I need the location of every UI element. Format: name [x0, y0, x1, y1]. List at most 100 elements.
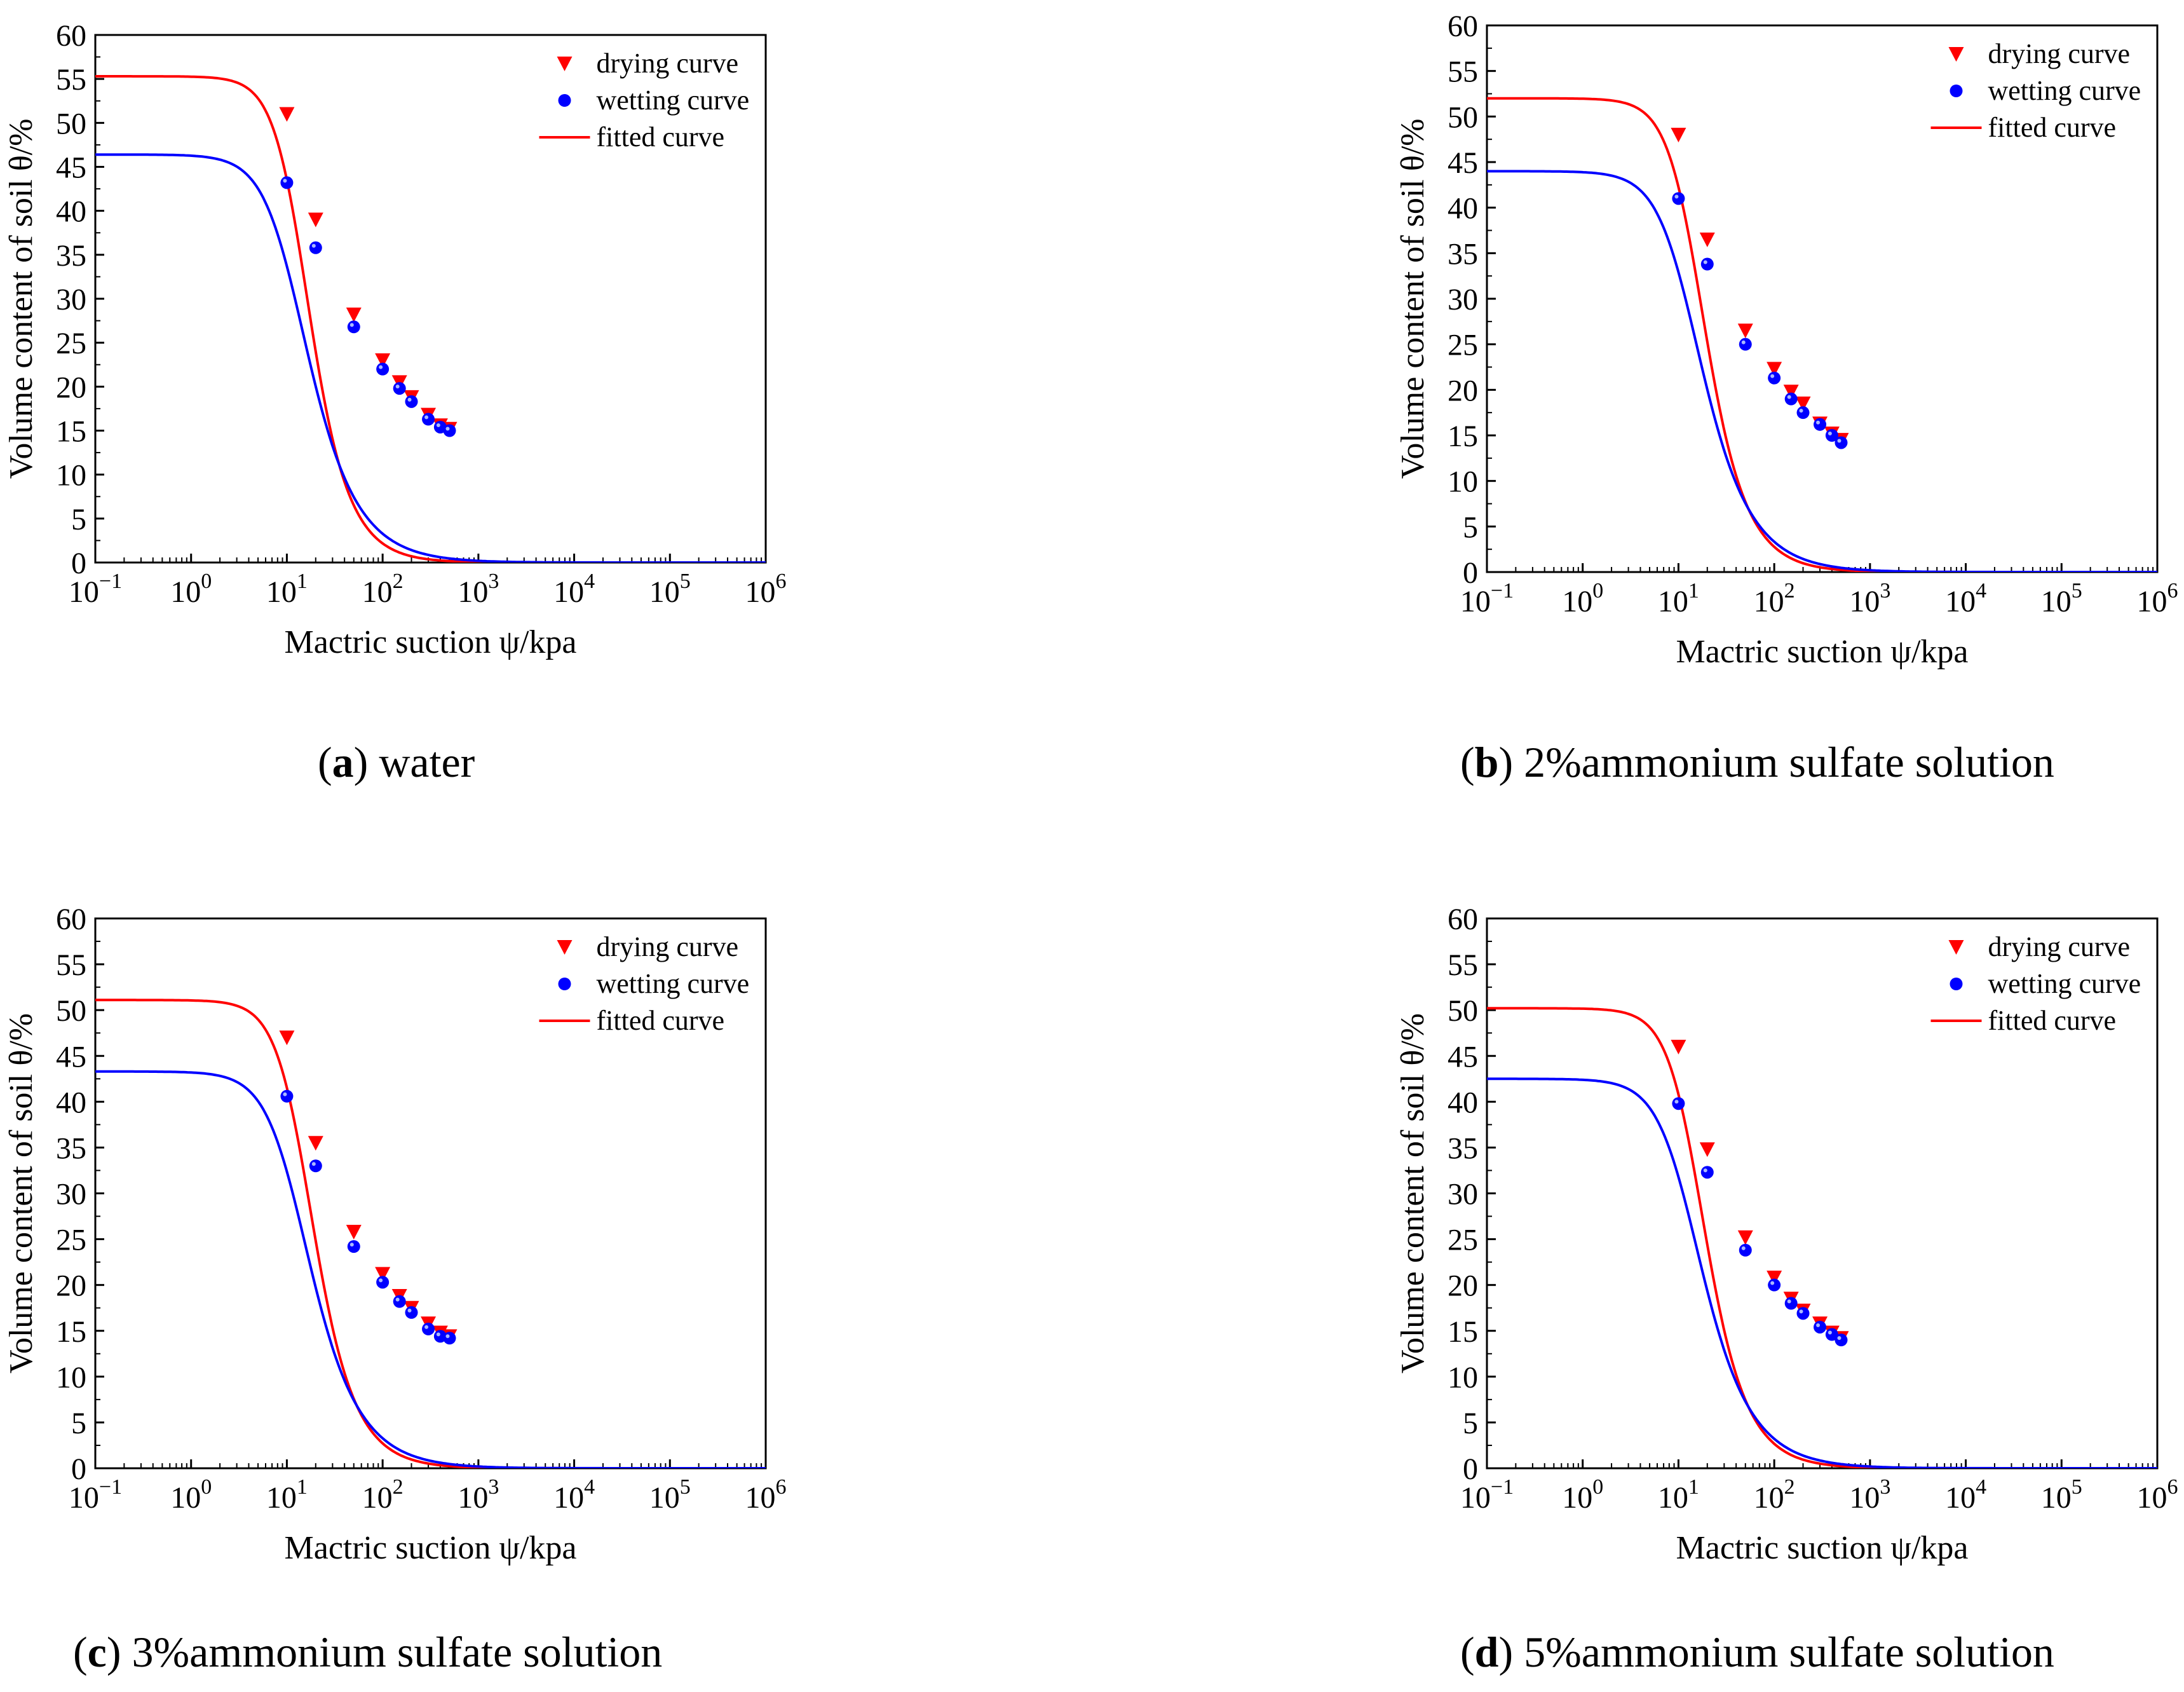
drying-point [279, 107, 295, 122]
legend-fitted-label: fitted curve [1988, 1005, 2117, 1036]
wetting-point-highlight [436, 1332, 440, 1337]
wetting-point [280, 1089, 294, 1103]
legend-wetting-symbol [1950, 978, 1963, 990]
x-tick-label: 103 [458, 1475, 499, 1515]
wetting-point [1814, 1320, 1827, 1334]
fitted-curve [95, 75, 766, 563]
legend-drying-symbol [557, 57, 573, 71]
caption-letter: c [87, 1628, 107, 1676]
wetting-point-highlight [1770, 1281, 1775, 1285]
y-tick-label: 5 [71, 1407, 86, 1440]
drying-point [1737, 1230, 1753, 1245]
wetting-point-highlight [349, 1243, 354, 1247]
chart-panel-d: 0 5 10 15 20 25 30 35 40 45 50 55 60 10−1 100 101 102 103… [1395, 903, 2178, 1566]
y-axis-label: Volume content of soil θ/% [3, 119, 39, 479]
drying-point [308, 212, 323, 228]
y-tick-label: 5 [1463, 510, 1478, 544]
wetting-point [1700, 257, 1714, 271]
wetting-point [393, 1295, 406, 1308]
y-tick-label: 30 [56, 283, 86, 317]
wetting-point [443, 1332, 456, 1345]
x-tick-label: 105 [649, 1475, 691, 1515]
y-tick-label: 20 [1448, 1269, 1478, 1303]
legend-drying-label: drying curve [597, 48, 739, 79]
x-tick-label: 106 [745, 1475, 787, 1515]
x-tick-label: 106 [2137, 579, 2178, 618]
wetting-point-highlight [1703, 260, 1707, 264]
x-tick-label: 102 [1754, 579, 1795, 618]
x-axis-label: Mactric suction ψ/kpa [1676, 1530, 1969, 1566]
caption-d: (d) 5%ammonium sulfate solution [1460, 1628, 2054, 1676]
y-tick-label: 0 [1463, 556, 1478, 590]
wetting-point-highlight [1799, 409, 1803, 413]
y-axis-label: Volume content of soil θ/% [1395, 119, 1431, 479]
wetting-point-highlight [445, 426, 450, 431]
wetting-point [1814, 418, 1827, 431]
legend-drying-symbol [1948, 940, 1964, 955]
y-tick-label: 60 [56, 19, 86, 53]
wetting-point [1796, 1307, 1810, 1320]
y-tick-label: 5 [71, 503, 86, 536]
y-tick-label: 15 [1448, 420, 1478, 453]
wetting-point-highlight [1674, 1100, 1679, 1104]
wetting-point [309, 241, 322, 254]
drying-point [375, 1267, 391, 1282]
legend-fitted-label: fitted curve [597, 1005, 725, 1036]
caption-text: 3%ammonium sulfate solution [132, 1628, 663, 1676]
legend-wetting-symbol [1950, 85, 1963, 97]
wetting-point-highlight [311, 243, 316, 248]
drying-point [1699, 1142, 1715, 1157]
x-tick-label: 100 [1562, 579, 1603, 618]
legend-wetting-label: wetting curve [597, 85, 750, 116]
y-tick-label: 40 [56, 195, 86, 229]
x-tick-label: 101 [266, 1475, 308, 1515]
wetting-point-highlight [395, 1297, 400, 1302]
y-tick-label: 10 [1448, 1361, 1478, 1395]
y-tick-label: 50 [1448, 100, 1478, 134]
x-tick-label: 104 [1945, 579, 1986, 618]
y-tick-label: 10 [56, 459, 86, 493]
wetting-point-highlight [1837, 439, 1841, 443]
x-tick-label: 106 [2137, 1475, 2178, 1515]
caption-c: (c) 3%ammonium sulfate solution [73, 1628, 663, 1676]
wetting-point [376, 1276, 390, 1289]
wetting-point-highlight [1837, 1336, 1841, 1341]
y-tick-label: 60 [1448, 10, 1478, 43]
y-tick-label: 35 [1448, 237, 1478, 271]
x-tick-label: 102 [362, 570, 404, 609]
wetting-point [1700, 1166, 1714, 1179]
wetting-point [1768, 1278, 1781, 1292]
x-tick-label: 104 [553, 570, 595, 609]
y-tick-label: 35 [56, 1131, 86, 1165]
fitted-curve [95, 1070, 766, 1468]
y-tick-label: 15 [56, 415, 86, 449]
drying-point [346, 307, 362, 322]
caption-text: water [379, 738, 475, 786]
wetting-point [1672, 1097, 1685, 1110]
x-tick-label: 103 [458, 570, 499, 609]
chart-panel-c: 0 5 10 15 20 25 30 35 40 45 50 55 60 10−1 100 101 102 103… [3, 903, 787, 1566]
wetting-point [347, 320, 360, 334]
y-tick-label: 30 [1448, 283, 1478, 317]
y-tick-label: 20 [1448, 374, 1478, 407]
fitted-curve [1487, 170, 2157, 572]
y-tick-label: 20 [56, 371, 86, 404]
legend-drying-symbol [1948, 47, 1964, 62]
caption-text: 2%ammonium sulfate solution [1524, 738, 2054, 786]
wetting-point-highlight [379, 365, 383, 369]
x-tick-label: 105 [2041, 579, 2082, 618]
wetting-point [1796, 406, 1810, 420]
x-tick-label: 10−1 [69, 1475, 122, 1515]
wetting-point-highlight [1799, 1309, 1803, 1314]
y-tick-label: 20 [56, 1269, 86, 1303]
fitted-curve [1487, 1007, 2157, 1468]
legend-wetting-symbol [558, 94, 571, 107]
wetting-point [1784, 1297, 1798, 1310]
wetting-point [1739, 1243, 1752, 1257]
wetting-point [1768, 371, 1781, 385]
x-tick-label: 104 [553, 1475, 595, 1515]
wetting-point-highlight [379, 1278, 383, 1283]
y-axis-label: Volume content of soil θ/% [3, 1013, 39, 1374]
y-tick-label: 15 [56, 1315, 86, 1349]
